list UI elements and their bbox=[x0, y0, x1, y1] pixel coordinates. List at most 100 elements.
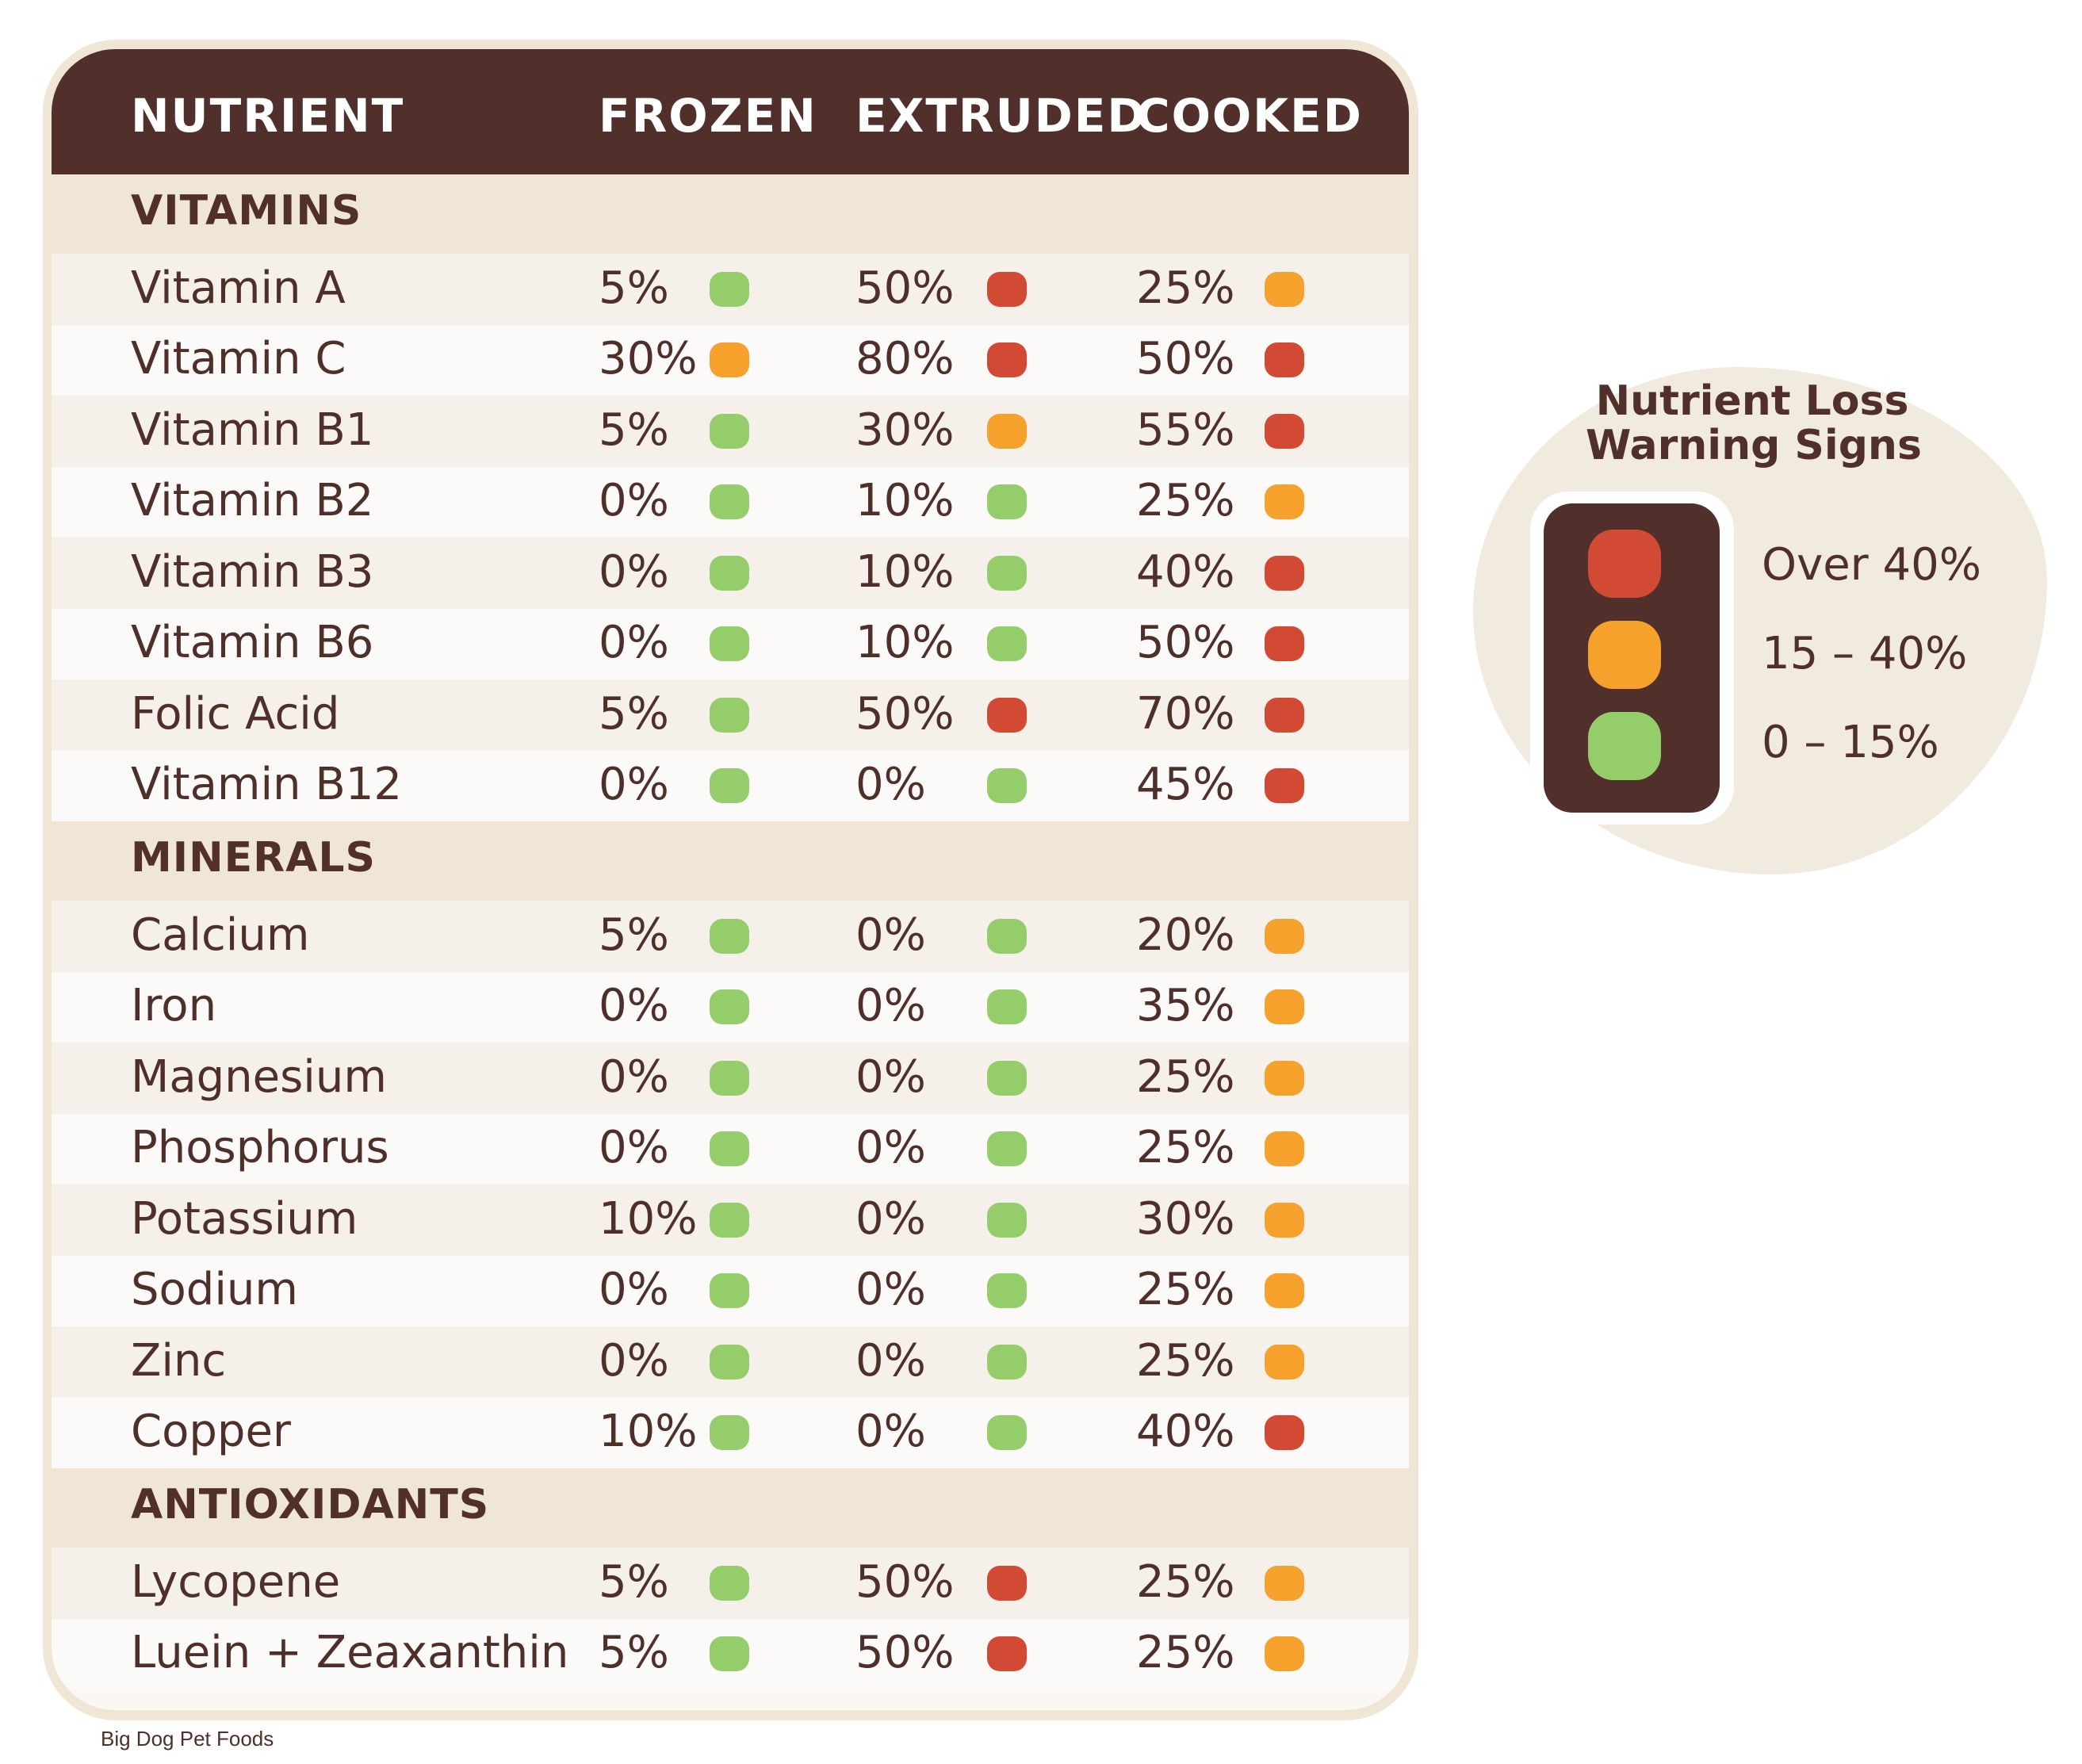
loss-value: 10% bbox=[599, 1192, 698, 1245]
section-header: VITAMINS bbox=[52, 174, 1409, 254]
nutrient-name: Vitamin C bbox=[131, 333, 346, 385]
loss-value: 0% bbox=[599, 759, 669, 811]
loss-value: 0% bbox=[855, 1264, 926, 1316]
loss-value: 25% bbox=[1136, 262, 1235, 314]
red-indicator-icon bbox=[987, 342, 1027, 378]
orange-indicator-icon bbox=[1265, 1565, 1304, 1601]
green-indicator-icon bbox=[710, 768, 749, 804]
orange-indicator-icon bbox=[987, 413, 1027, 449]
green-indicator-icon bbox=[987, 918, 1027, 954]
loss-value: 55% bbox=[1136, 404, 1235, 456]
loss-value: 25% bbox=[1136, 1122, 1235, 1174]
table-row: Zinc 0% 0% 25% bbox=[52, 1326, 1409, 1398]
green-indicator-icon bbox=[710, 1565, 749, 1601]
orange-indicator-icon bbox=[1265, 1131, 1304, 1167]
green-indicator-icon bbox=[987, 1273, 1027, 1309]
loss-value: 30% bbox=[599, 333, 698, 385]
table-row: Vitamin A 5% 50% 25% bbox=[52, 254, 1409, 325]
loss-value: 50% bbox=[1136, 617, 1235, 669]
red-indicator-icon bbox=[987, 1636, 1027, 1672]
nutrient-name: Copper bbox=[131, 1406, 291, 1458]
table-row: Vitamin B2 0% 10% 25% bbox=[52, 466, 1409, 538]
loss-value: 5% bbox=[599, 1555, 669, 1608]
table-row: Vitamin C 30% 80% 50% bbox=[52, 324, 1409, 396]
section-title: ANTIOXIDANTS bbox=[131, 1481, 490, 1529]
green-indicator-icon bbox=[710, 1060, 749, 1096]
loss-value: 20% bbox=[1136, 909, 1235, 961]
loss-value: 0% bbox=[599, 617, 669, 669]
nutrient-name: Iron bbox=[131, 980, 217, 1032]
loss-value: 0% bbox=[855, 1050, 926, 1103]
green-indicator-icon bbox=[710, 989, 749, 1025]
loss-value: 40% bbox=[1136, 545, 1235, 598]
red-indicator-icon bbox=[987, 1565, 1027, 1601]
green-indicator-icon bbox=[987, 1202, 1027, 1238]
green-indicator-icon bbox=[710, 626, 749, 662]
legend-title-line: Nutrient Loss bbox=[1595, 377, 1909, 425]
loss-value: 0% bbox=[855, 909, 926, 961]
green-indicator-icon bbox=[710, 1273, 749, 1309]
legend-title-line: Warning Signs bbox=[1586, 422, 1922, 469]
red-indicator-icon bbox=[1265, 1415, 1304, 1451]
loss-value: 5% bbox=[599, 262, 669, 314]
orange-light-icon bbox=[1588, 621, 1661, 689]
column-header-cooked: COOKED bbox=[1136, 89, 1363, 143]
table-row: Luein + Zeaxanthin 5% 50% 25% bbox=[52, 1618, 1409, 1689]
loss-value: 0% bbox=[599, 1122, 669, 1174]
table-row: Iron 0% 0% 35% bbox=[52, 971, 1409, 1043]
nutrient-name: Folic Acid bbox=[131, 687, 340, 740]
loss-value: 25% bbox=[1136, 475, 1235, 527]
loss-value: 10% bbox=[855, 475, 955, 527]
nutrient-name: Vitamin B6 bbox=[131, 617, 374, 669]
green-light-icon bbox=[1588, 712, 1661, 780]
loss-value: 25% bbox=[1136, 1050, 1235, 1103]
legend-label: 0 – 15% bbox=[1762, 717, 1939, 768]
green-indicator-icon bbox=[710, 697, 749, 733]
loss-value: 50% bbox=[855, 687, 955, 740]
green-indicator-icon bbox=[710, 484, 749, 520]
column-header-extruded: EXTRUDED bbox=[855, 89, 1147, 143]
orange-indicator-icon bbox=[710, 342, 749, 378]
orange-indicator-icon bbox=[1265, 271, 1304, 307]
section-header: MINERALS bbox=[52, 821, 1409, 901]
orange-indicator-icon bbox=[1265, 918, 1304, 954]
legend-label: Over 40% bbox=[1762, 539, 1981, 591]
green-indicator-icon bbox=[987, 768, 1027, 804]
green-indicator-icon bbox=[710, 271, 749, 307]
nutrient-name: Vitamin A bbox=[131, 262, 346, 314]
green-indicator-icon bbox=[987, 484, 1027, 520]
green-indicator-icon bbox=[710, 1636, 749, 1672]
green-indicator-icon bbox=[987, 1060, 1027, 1096]
table-row: Vitamin B3 0% 10% 40% bbox=[52, 538, 1409, 609]
green-indicator-icon bbox=[710, 1344, 749, 1379]
orange-indicator-icon bbox=[1265, 1060, 1304, 1096]
nutrient-name: Sodium bbox=[131, 1264, 298, 1316]
green-indicator-icon bbox=[710, 413, 749, 449]
loss-value: 70% bbox=[1136, 687, 1235, 740]
loss-value: 25% bbox=[1136, 1627, 1235, 1679]
orange-indicator-icon bbox=[1265, 1344, 1304, 1379]
loss-value: 0% bbox=[855, 1334, 926, 1387]
loss-value: 0% bbox=[599, 980, 669, 1032]
red-indicator-icon bbox=[987, 697, 1027, 733]
green-indicator-icon bbox=[710, 1202, 749, 1238]
nutrient-name: Vitamin B2 bbox=[131, 475, 374, 527]
orange-indicator-icon bbox=[1265, 989, 1304, 1025]
loss-value: 10% bbox=[855, 617, 955, 669]
green-indicator-icon bbox=[987, 555, 1027, 591]
loss-value: 50% bbox=[855, 1627, 955, 1679]
loss-value: 5% bbox=[599, 1627, 669, 1679]
loss-value: 50% bbox=[855, 1555, 955, 1608]
red-indicator-icon bbox=[987, 271, 1027, 307]
loss-value: 5% bbox=[599, 909, 669, 961]
green-indicator-icon bbox=[987, 1415, 1027, 1451]
legend-title: Nutrient Loss Warning Signs bbox=[1586, 377, 1922, 469]
column-header-frozen: FROZEN bbox=[599, 89, 817, 143]
nutrient-name: Calcium bbox=[131, 909, 310, 961]
table-row: Vitamin B12 0% 0% 45% bbox=[52, 750, 1409, 821]
loss-value: 0% bbox=[855, 1406, 926, 1458]
nutrient-name: Magnesium bbox=[131, 1050, 387, 1103]
table-header: NUTRIENT FROZEN EXTRUDED COOKED bbox=[52, 49, 1409, 174]
green-indicator-icon bbox=[710, 918, 749, 954]
green-indicator-icon bbox=[987, 989, 1027, 1025]
